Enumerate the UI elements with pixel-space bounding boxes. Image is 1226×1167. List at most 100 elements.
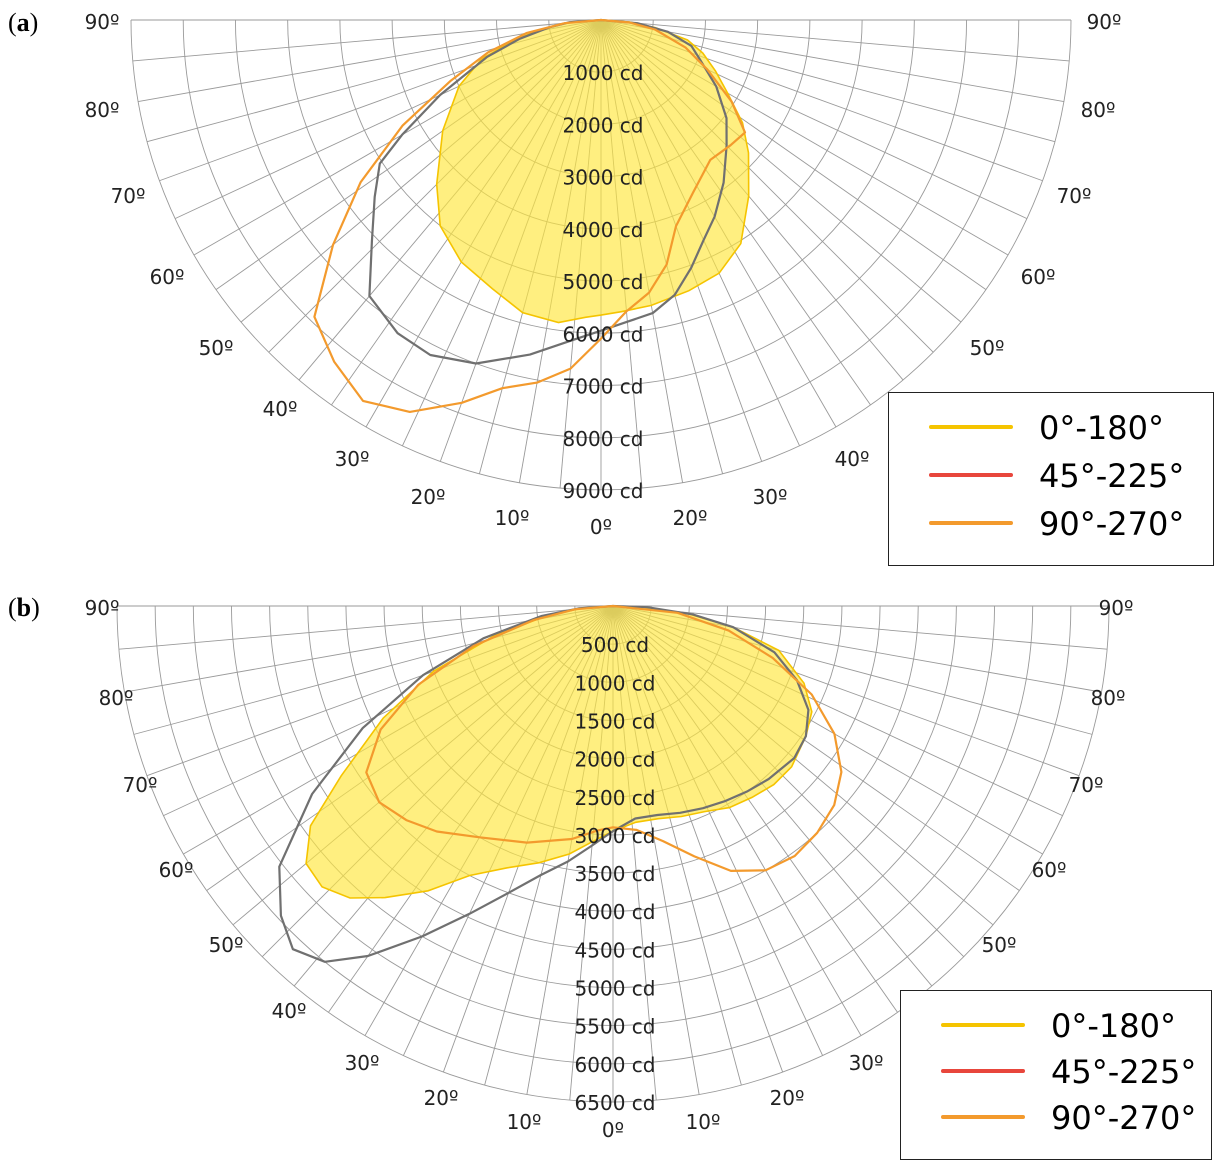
radial-tick-label: 8000 cd [563, 427, 644, 451]
angle-tick-label-left: 10º [507, 1110, 542, 1134]
angle-tick-label-right: 60º [1021, 265, 1056, 289]
angle-tick-label-right: 50º [982, 933, 1017, 957]
angle-tick-label-left: 50º [199, 336, 234, 360]
angle-tick-label-right: 40º [835, 447, 870, 471]
legend-label: 90°-270° [1051, 1099, 1197, 1137]
angle-tick-label-right: 90º [1087, 10, 1122, 34]
radial-tick-label: 7000 cd [563, 375, 644, 399]
grid-spoke [600, 19, 1070, 62]
angle-tick-labels: 90º 80º 70º 60º 50º 40º 30º 20º 10º 90º 80º 70º 60º 5… [85, 596, 1134, 1142]
radial-tick-labels: 500 cd 1000 cd 1500 cd 2000 cd 2500 cd 3000 c… [575, 633, 656, 1115]
legend-swatch [941, 1023, 1025, 1027]
angle-tick-label-right: 80º [1091, 686, 1126, 710]
radial-tick-label: 1000 cd [575, 671, 656, 695]
legend-swatch [929, 425, 1013, 429]
angle-tick-label-left: 10º [495, 506, 530, 530]
legend-swatch [929, 521, 1013, 525]
radial-tick-label: 9000 cd [563, 479, 644, 503]
angle-tick-label-left: 20º [411, 485, 446, 509]
angle-tick-labels: 90º 80º 70º 60º 50º 40º 30º 20º 10º 90º 80º 70º 60º 5… [85, 10, 1122, 539]
legend-b: 0°-180° 45°-225° 90°-270° [900, 990, 1212, 1160]
grid-ring [307, 605, 919, 912]
angle-tick-label-left: 80º [99, 686, 134, 710]
angle-tick-label-right: 70º [1057, 184, 1092, 208]
radial-tick-label: 5000 cd [575, 977, 656, 1001]
angle-tick-label-left: 40º [272, 999, 307, 1023]
angle-tick-label-left: 90º [85, 10, 120, 34]
series-line-grey [278, 604, 810, 963]
legend-label: 90°-270° [1039, 505, 1185, 543]
legend-label: 0°-180° [1039, 409, 1164, 447]
legend-label: 45°-225° [1039, 457, 1185, 495]
polar-chart-b: 500 cd 1000 cd 1500 cd 2000 cd 2500 cd 3000 c… [85, 596, 1134, 1142]
legend-a: 0°-180° 45°-225° 90°-270° [888, 392, 1214, 566]
legend-swatch [941, 1115, 1025, 1119]
panel-b: (b) 500 cd 1000 cd 1500 cd 2000 cd 2500 cd 30… [0, 585, 1226, 1167]
radial-tick-label: 3000 cd [575, 824, 656, 848]
radial-tick-label: 3500 cd [575, 862, 656, 886]
legend-item: 0°-180° [889, 405, 1215, 451]
angle-tick-label-right: 30º [753, 485, 788, 509]
legend-item: 45°-225° [901, 1049, 1213, 1095]
angle-tick-label-right: 20º [770, 1086, 805, 1110]
angle-tick-label-right: 20º [673, 506, 708, 530]
radial-tick-label: 2000 cd [575, 748, 656, 772]
radial-tick-label: 4500 cd [575, 938, 656, 962]
legend-label: 45°-225° [1051, 1053, 1197, 1091]
radial-tick-label: 6000 cd [575, 1053, 656, 1077]
angle-tick-label-right: 60º [1032, 858, 1067, 882]
radial-tick-label: 3000 cd [563, 166, 644, 190]
radial-tick-label: 4000 cd [563, 218, 644, 242]
series-area-0-180 [305, 605, 813, 899]
angle-tick-label-right: 70º [1069, 773, 1104, 797]
series-line-90-270 [365, 604, 843, 872]
grid-spoke [612, 605, 1108, 650]
grid-ring [269, 605, 957, 950]
radial-tick-labels: 1000 cd 2000 cd 3000 cd 4000 cd 5000 cd 6000 … [563, 61, 644, 503]
legend-item: 90°-270° [889, 501, 1215, 547]
grid-ring [287, 19, 915, 334]
radial-tick-label: 6500 cd [575, 1091, 656, 1115]
angle-tick-label-left: 70º [111, 184, 146, 208]
legend-item: 0°-180° [901, 1003, 1213, 1049]
radial-tick-label: 5500 cd [575, 1015, 656, 1039]
radial-tick-label: 5000 cd [563, 270, 644, 294]
radial-tick-label: 1000 cd [563, 61, 644, 85]
radial-tick-label: 2500 cd [575, 786, 656, 810]
radial-tick-label: 4000 cd [575, 900, 656, 924]
panel-label-a: (a) [8, 8, 39, 37]
legend-item: 45°-225° [889, 453, 1215, 499]
grid-spoke [118, 605, 614, 650]
series-group [278, 604, 843, 963]
angle-tick-label-right: 80º [1081, 98, 1116, 122]
series-line-grey [368, 18, 728, 365]
series-group [313, 18, 750, 413]
grid-ring [182, 19, 1020, 439]
angle-tick-label-left: 90º [85, 596, 120, 620]
grid-ring [130, 19, 1072, 491]
angle-tick-label-right: 50º [970, 336, 1005, 360]
angle-tick-label-left: 40º [263, 397, 298, 421]
angle-tick-label-right: 30º [849, 1051, 884, 1075]
polar-chart-a: 1000 cd 2000 cd 3000 cd 4000 cd 5000 cd 6000 … [85, 10, 1122, 539]
radial-tick-label: 500 cd [581, 633, 649, 657]
angle-tick-label-center: 0º [590, 515, 612, 539]
angle-tick-label-left: 80º [85, 98, 120, 122]
angle-tick-label-left: 70º [123, 773, 158, 797]
legend-item: 90°-270° [901, 1095, 1213, 1141]
panel-a: (a) 1000 cd 2000 cd 3000 cd 4000 cd 5000 cd 6… [0, 0, 1226, 582]
legend-swatch [941, 1069, 1025, 1073]
legend-swatch [929, 473, 1013, 477]
angle-tick-label-left: 60º [159, 858, 194, 882]
grid-ring [154, 605, 1072, 1065]
angle-tick-label-left: 30º [335, 447, 370, 471]
grid-ring [234, 19, 968, 386]
angle-tick-label-right: 90º [1099, 596, 1134, 620]
grid-spoke [132, 19, 602, 62]
angle-tick-label-center: 0º [602, 1118, 624, 1142]
angle-tick-label-left: 60º [150, 265, 185, 289]
angle-tick-label-left: 30º [345, 1051, 380, 1075]
radial-tick-label: 6000 cd [563, 322, 644, 346]
legend-label: 0°-180° [1051, 1007, 1176, 1045]
angle-tick-label-left: 50º [209, 933, 244, 957]
